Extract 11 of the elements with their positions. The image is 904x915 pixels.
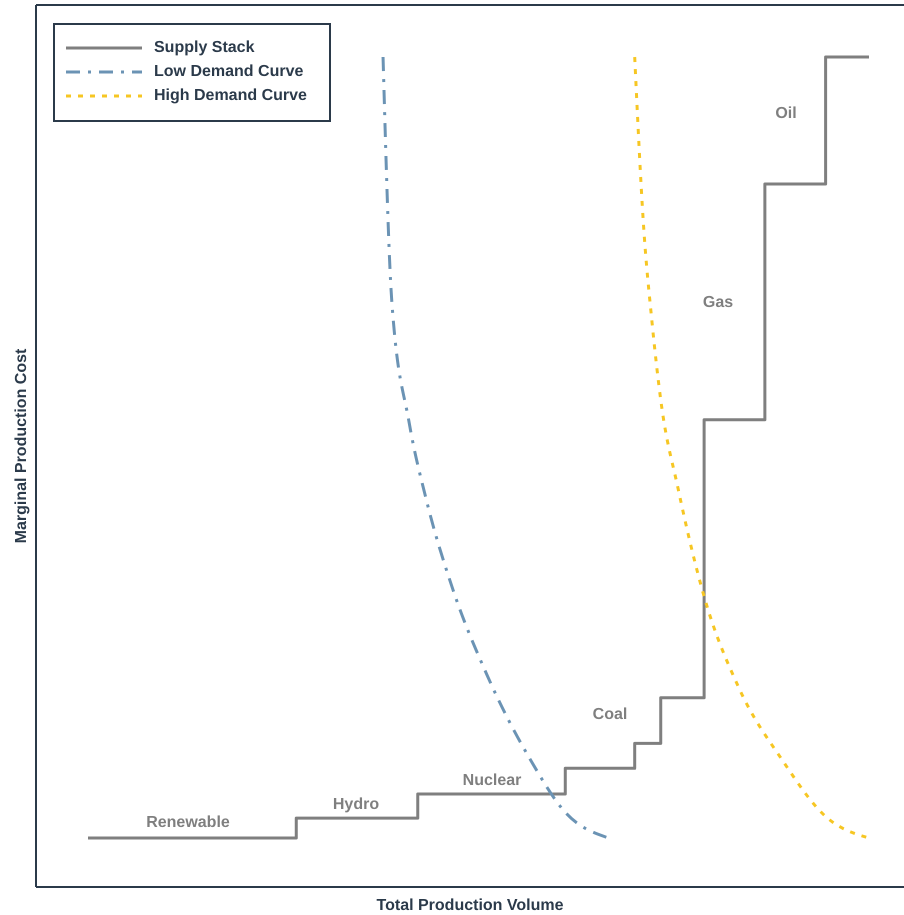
annotation: Renewable: [146, 814, 230, 832]
legend-label: High Demand Curve: [154, 87, 308, 104]
x-axis-title: Total Production Volume: [376, 897, 564, 914]
y-axis-title: Marginal Production Cost: [13, 348, 30, 544]
legend-label: Low Demand Curve: [154, 63, 304, 80]
annotation: Coal: [592, 706, 628, 724]
annotation: Nuclear: [462, 772, 522, 790]
annotation: Gas: [702, 294, 734, 312]
annotation: Oil: [775, 105, 797, 122]
legend-label: Supply Stack: [154, 39, 255, 56]
annotation: Hydro: [332, 796, 380, 814]
